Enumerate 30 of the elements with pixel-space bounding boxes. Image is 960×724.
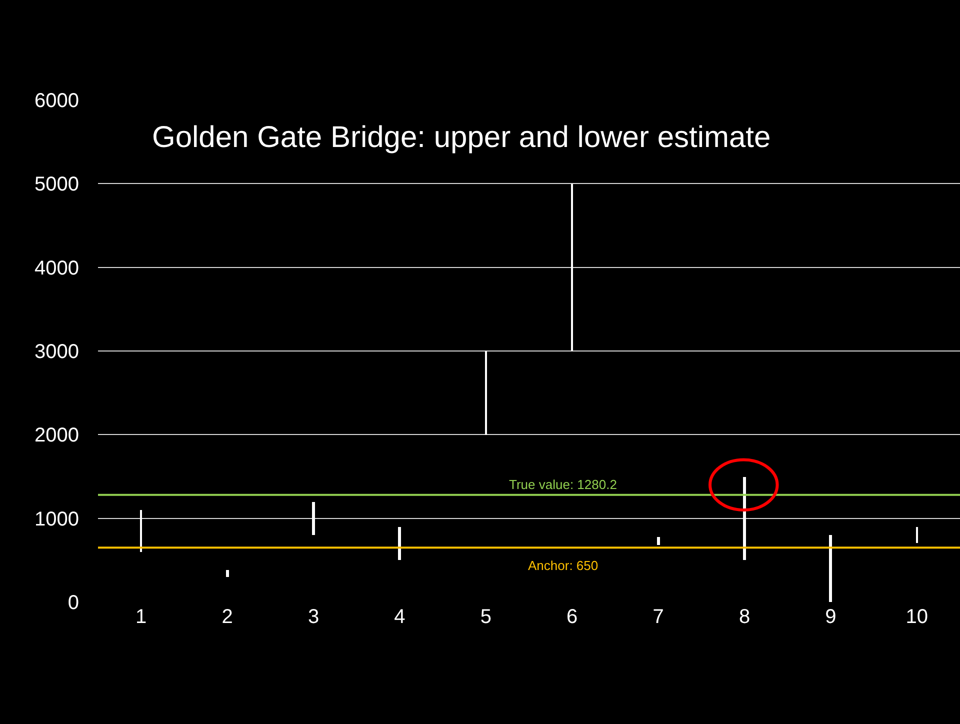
x-tick-label: 9 [825,606,836,628]
x-tick-label: 1 [136,606,147,628]
x-tick-label: 2 [222,606,233,628]
y-tick-label: 3000 [34,341,79,363]
x-tick-label: 7 [652,606,664,628]
y-tick-label: 5000 [34,174,79,196]
bar [226,570,229,577]
x-tick-label: 8 [738,606,750,628]
x-tick-label: 10 [906,606,928,628]
x-tick-label: 3 [308,606,320,628]
y-tick-label: 4000 [34,257,79,280]
bar [571,184,573,351]
x-tick-label: 5 [480,606,492,628]
y-tick-label: 2000 [34,424,79,447]
bar [657,537,660,545]
ref-line-label: True value: 1280.2 [509,477,617,492]
bar [743,477,746,560]
bar [829,535,832,602]
x-tick-label: 6 [566,606,578,628]
bar [398,527,401,560]
y-tick-label: 1000 [34,508,79,530]
y-tick-label: 6000 [34,90,79,112]
bar [140,510,142,552]
bar [312,502,315,535]
y-tick-label: 0 [68,592,79,614]
x-tick-label: 4 [394,606,406,628]
bar [916,527,918,543]
ref-line-label: Anchor: 650 [528,558,598,573]
text: Golden Gate Bridge: upper and lower estimate [152,121,771,154]
bar [485,351,487,435]
